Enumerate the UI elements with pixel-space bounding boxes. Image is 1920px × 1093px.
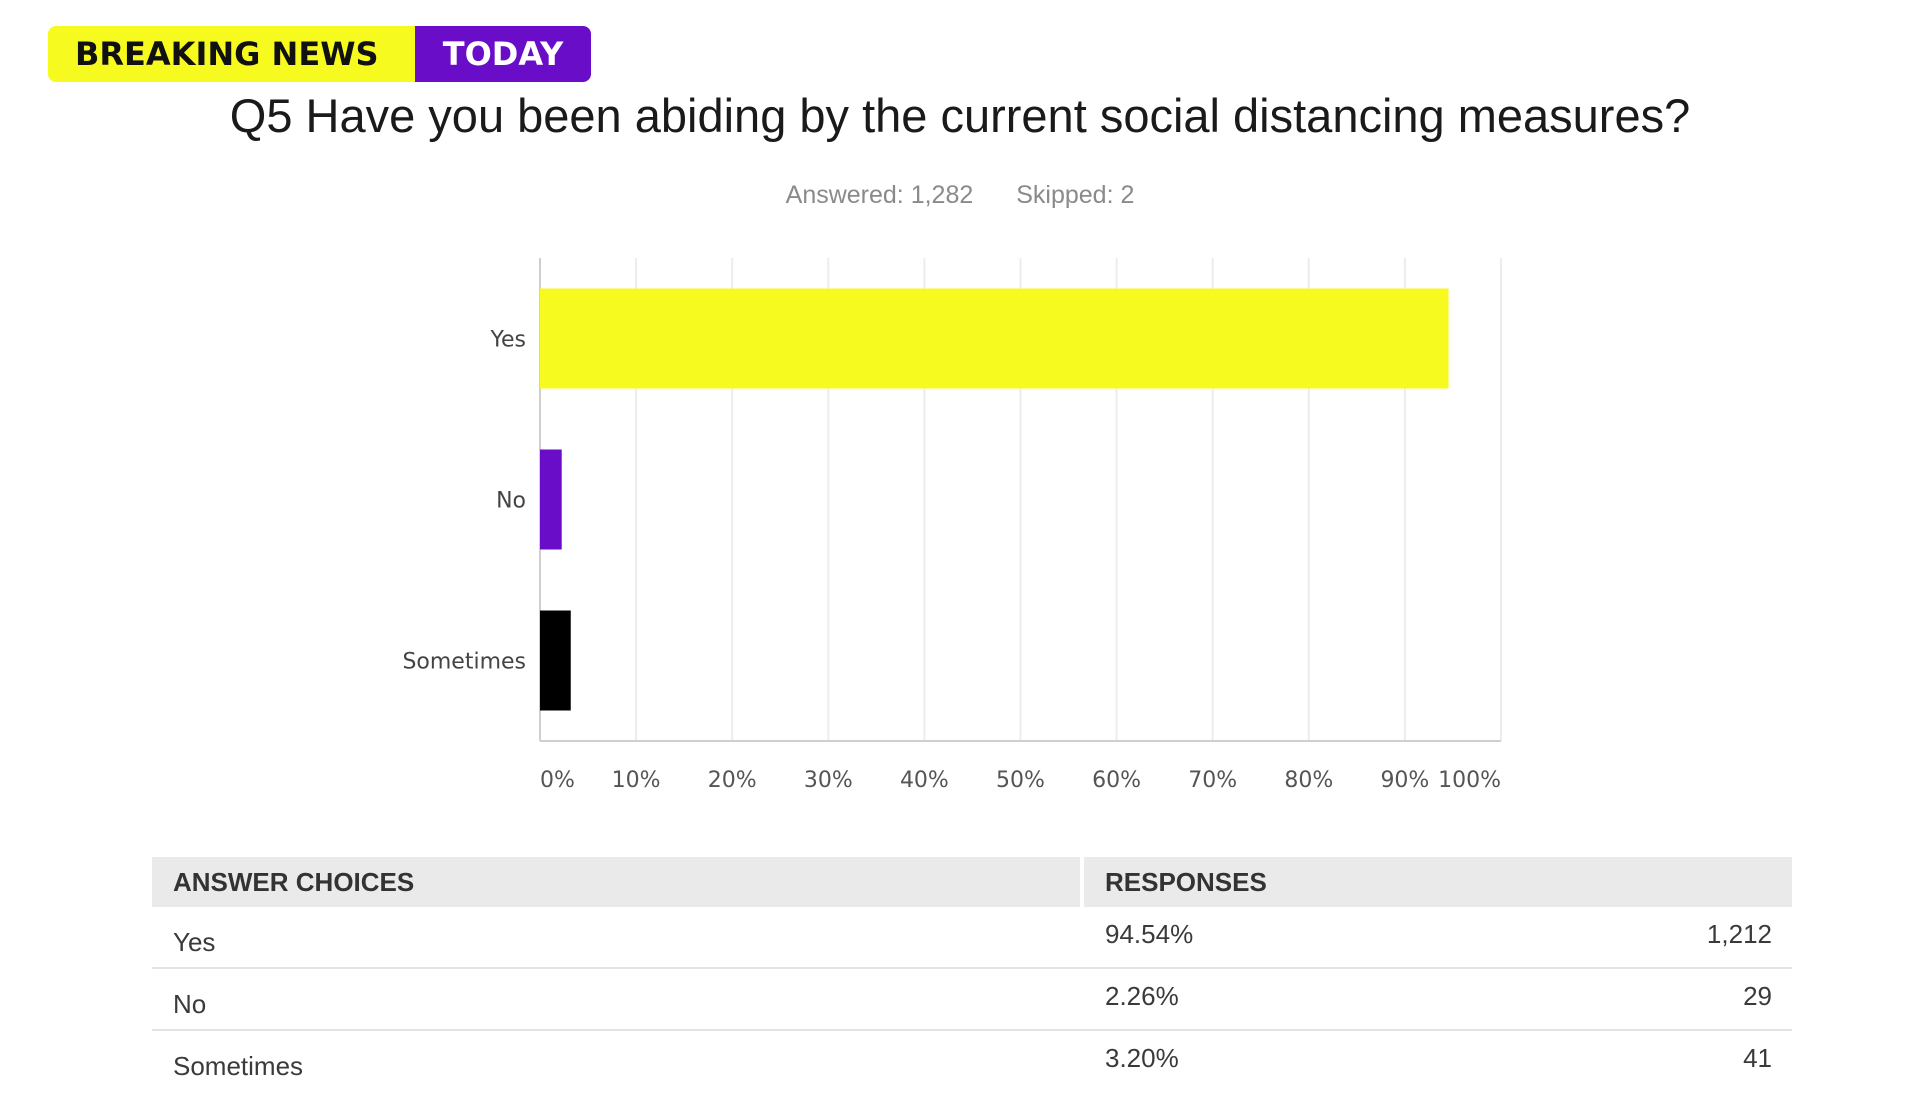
badge-breaking-news: BREAKING NEWS: [48, 26, 415, 82]
x-tick-label: 80%: [1284, 768, 1333, 793]
x-tick-label: 90%: [1380, 768, 1429, 793]
row-percent: 2.26%: [1080, 969, 1380, 1029]
y-category-label: Yes: [489, 328, 526, 353]
answer-table: ANSWER CHOICES RESPONSES Yes 94.54% 1,21…: [152, 857, 1792, 1093]
y-category-label: Sometimes: [402, 650, 526, 675]
header-responses: RESPONSES: [1080, 857, 1792, 907]
bar-chart: 0% 10% 20% 30% 40% 50% 60% 70% 80% 90% 100% Yes No So…: [402, 258, 1502, 793]
answered-count: Answered: 1,282: [785, 181, 974, 209]
x-tick-label: 40%: [900, 768, 949, 793]
table-row: No 2.26% 29: [152, 969, 1792, 1031]
row-count: 1,212: [1706, 919, 1772, 949]
x-tick-label: 20%: [708, 768, 757, 793]
row-choice: Sometimes: [173, 1051, 304, 1081]
row-count: 29: [1743, 981, 1772, 1011]
x-tick-label: 60%: [1092, 768, 1141, 793]
response-stats: Answered: 1,282 Skipped: 2: [0, 181, 1920, 210]
x-tick-label: 70%: [1188, 768, 1237, 793]
table-row: Yes 94.54% 1,212: [152, 907, 1792, 969]
bar-no: [540, 449, 562, 550]
row-choice: Yes: [173, 927, 216, 957]
bar-sometimes: [540, 610, 571, 711]
skipped-count: Skipped: 2: [1016, 181, 1135, 209]
x-tick-label: 50%: [996, 768, 1045, 793]
row-percent: 3.20%: [1080, 1031, 1380, 1093]
x-tick-label: 30%: [804, 768, 853, 793]
row-count: 41: [1743, 1043, 1772, 1073]
x-tick-label: 10%: [612, 768, 661, 793]
row-percent: 94.54%: [1080, 907, 1380, 967]
row-choice: No: [173, 989, 207, 1019]
bar-yes: [540, 288, 1449, 389]
badge-today: TODAY: [415, 26, 591, 82]
breaking-news-badge: BREAKING NEWS TODAY: [48, 26, 591, 82]
question-title: Q5 Have you been abiding by the current …: [229, 89, 1691, 142]
y-category-label: No: [496, 489, 526, 514]
table-row: Sometimes 3.20% 41: [152, 1031, 1792, 1093]
table-header: ANSWER CHOICES RESPONSES: [152, 857, 1792, 907]
header-answer-choices: ANSWER CHOICES: [173, 866, 415, 897]
x-tick-label: 0%: [540, 768, 575, 793]
x-tick-label: 100%: [1438, 768, 1501, 793]
